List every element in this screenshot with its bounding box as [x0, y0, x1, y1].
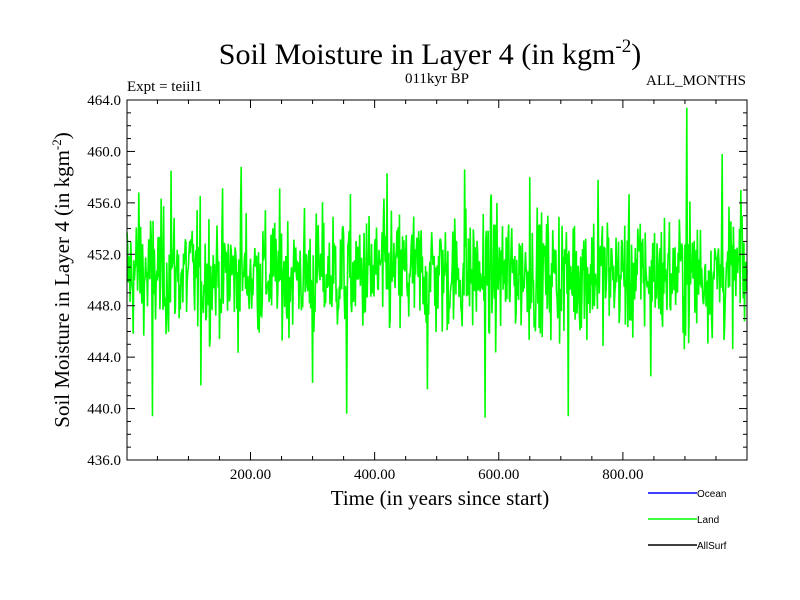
y-tick-label: 444.0 — [87, 350, 121, 366]
y-axis-label: Soil Moisture in Layer 4 (in kgm-2) — [49, 132, 74, 427]
y-axis-label-sup: -2 — [49, 139, 64, 150]
x-tick-label: 600.00 — [478, 467, 519, 483]
x-tick-label: 400.00 — [354, 467, 395, 483]
chart-title: Soil Moisture in Layer 4 (in kgm-2) — [219, 36, 641, 71]
y-tick-label: 460.0 — [87, 144, 121, 160]
x-axis-label: Time (in years since start) — [331, 486, 550, 510]
x-axis: 200.00 400.00 600.00 800.00 — [156, 100, 717, 483]
y-tick-label: 464.0 — [87, 93, 121, 109]
x-tick-label: 800.00 — [602, 467, 643, 483]
y-axis-label-text: Soil Moisture in Layer 4 (in kgm — [50, 150, 74, 428]
y-tick-label: 448.0 — [87, 299, 121, 315]
series-group — [126, 107, 748, 418]
subtitle-left: Expt = teiil1 — [127, 79, 202, 95]
y-axis-label-close: ) — [50, 132, 74, 139]
legend: Ocean Land AllSurf — [648, 489, 727, 552]
y-tick-label: 452.0 — [87, 247, 121, 263]
y-tick-label: 456.0 — [87, 196, 121, 212]
y-tick-label: 440.0 — [87, 402, 121, 418]
x-tick-label: 200.00 — [230, 467, 271, 483]
chart-title-text: Soil Moisture in Layer 4 (in kgm — [219, 38, 616, 71]
chart-title-sup: -2 — [615, 36, 631, 57]
y-tick-label: 436.0 — [87, 453, 121, 469]
series-line-land — [126, 107, 748, 418]
y-axis: 436.0 440.0 444.0 448.0 452.0 456.0 460.0 464.0 — [87, 93, 747, 469]
chart-title-close: ) — [631, 38, 641, 71]
subtitle-center: 011kyr BP — [405, 71, 469, 87]
legend-label-land: Land — [697, 515, 719, 526]
subtitle-right: ALL_MONTHS — [646, 73, 746, 89]
legend-label-ocean: Ocean — [697, 489, 726, 500]
legend-label-allsurf: AllSurf — [697, 541, 727, 552]
